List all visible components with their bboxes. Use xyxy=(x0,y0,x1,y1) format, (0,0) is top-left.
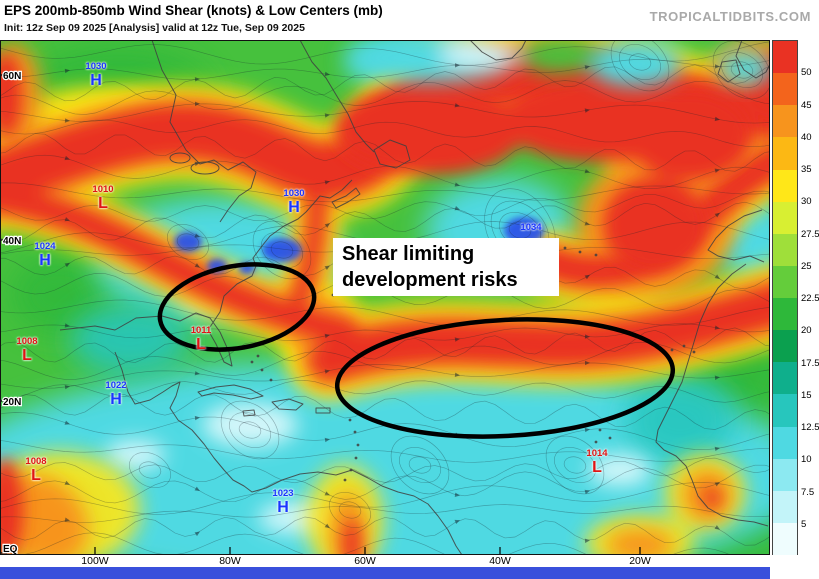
colorbar-cell xyxy=(773,105,797,138)
colorbar-cell xyxy=(773,362,797,395)
colorbar-label: 25 xyxy=(801,260,812,272)
streamlines xyxy=(0,40,770,555)
colorbar-label: 17.5 xyxy=(801,357,819,369)
colorbar-label: 12.5 xyxy=(801,422,819,433)
annotation-line-1: Shear limiting xyxy=(342,243,475,265)
colorbar-cell xyxy=(773,522,797,555)
colorbar-cell xyxy=(773,73,797,106)
colorbar-cell xyxy=(773,233,797,266)
colorbar-label: 15 xyxy=(801,389,812,401)
page-title: EPS 200mb-850mb Wind Shear (knots) & Low… xyxy=(4,3,383,18)
colorbar-label: 35 xyxy=(801,164,812,175)
colorbar-cell xyxy=(773,426,797,459)
lat-label: EQ xyxy=(3,544,18,555)
colorbar-label: 50 xyxy=(801,67,812,79)
annotation-box: Shear limiting development risks xyxy=(333,238,559,296)
bottom-bar xyxy=(0,567,770,579)
colorbar-cell xyxy=(773,394,797,427)
colorbar-label: 30 xyxy=(801,196,812,208)
colorbar-label: 22.5 xyxy=(801,293,819,304)
lat-label: 40N xyxy=(3,236,21,247)
annotation-ellipse xyxy=(157,262,317,352)
shear-map-canvas: 60N 40N 20N EQ xyxy=(0,40,770,555)
lon-label: 80W xyxy=(219,555,241,567)
field-cyan-top-overlay xyxy=(345,40,770,86)
colorbar-cell xyxy=(773,298,797,331)
colorbar-cells xyxy=(772,40,798,556)
annotation-ellipses xyxy=(157,262,676,439)
annotation-line-2: development risks xyxy=(342,269,518,291)
colorbar-cell xyxy=(773,41,797,74)
colorbar-label: 7.5 xyxy=(801,486,815,498)
colorbar-cell xyxy=(773,137,797,170)
footer: 100W 80W 60W 40W 20W xyxy=(0,555,819,579)
wind-shear-field: 60N 40N 20N EQ xyxy=(0,40,770,555)
init-valid-text: Init: 12z Sep 09 2025 [Analysis] valid a… xyxy=(4,22,305,34)
map-area: 60N 40N 20N EQ Shear limiting development r… xyxy=(0,40,770,555)
colorbar-label: 45 xyxy=(801,99,812,111)
map-border xyxy=(0,40,770,555)
colorbar-labels: 50 45 40 35 30 27.5 25 22.5 20 17.5 15 12.5 10 7.5 5 xyxy=(801,40,819,556)
colorbar-cell xyxy=(773,169,797,202)
lat-label: 20N xyxy=(3,397,21,408)
colorbar-cell xyxy=(773,458,797,491)
colorbar-label: 20 xyxy=(801,325,812,337)
annotation-ellipse xyxy=(334,317,676,439)
colorbar: 50 45 40 35 30 27.5 25 22.5 20 17.5 15 12.5 10 7.5 5 xyxy=(770,40,819,556)
lon-label: 40W xyxy=(489,555,511,567)
colorbar-cell xyxy=(773,330,797,363)
axis-ticks xyxy=(0,74,641,554)
colorbar-label: 27.5 xyxy=(801,228,819,240)
colorbar-cell xyxy=(773,201,797,234)
lon-label: 20W xyxy=(629,555,651,567)
coastlines xyxy=(59,40,770,555)
colorbar-cell xyxy=(773,265,797,298)
lon-label: 100W xyxy=(81,555,109,567)
watermark-tropicaltidbits: TROPICALTIDBITS.COM xyxy=(649,9,811,24)
header: EPS 200mb-850mb Wind Shear (knots) & Low… xyxy=(0,0,819,40)
lat-labels: 60N 40N 20N EQ xyxy=(2,70,23,555)
lon-label: 60W xyxy=(354,555,376,567)
field-red-blobs xyxy=(0,53,770,555)
colorbar-label: 10 xyxy=(801,454,812,466)
colorbar-label: 40 xyxy=(801,131,812,143)
colorbar-label: 5 xyxy=(801,518,807,530)
lat-label: 60N xyxy=(3,71,21,82)
colorbar-cell xyxy=(773,490,797,523)
